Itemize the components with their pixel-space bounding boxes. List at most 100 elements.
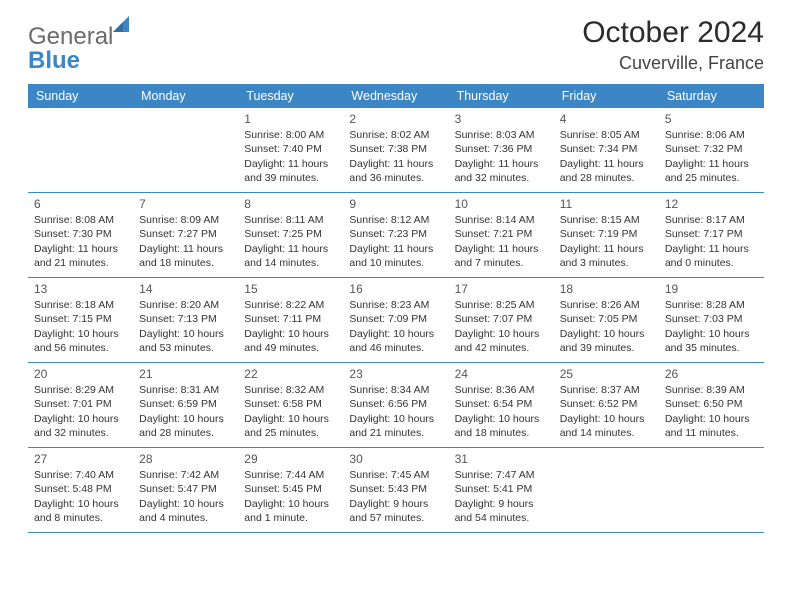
week-row: 1Sunrise: 8:00 AMSunset: 7:40 PMDaylight… [28,108,764,193]
day-number: 6 [34,196,127,212]
day-number: 7 [139,196,232,212]
daylight-line: Daylight: 10 hours and 35 minutes. [665,327,758,355]
sunset-line: Sunset: 6:56 PM [349,397,442,411]
day-number: 20 [34,366,127,382]
daylight-line: Daylight: 11 hours and 25 minutes. [665,157,758,185]
day-number: 26 [665,366,758,382]
week-row: 27Sunrise: 7:40 AMSunset: 5:48 PMDayligh… [28,448,764,533]
day-number: 19 [665,281,758,297]
sunset-line: Sunset: 5:43 PM [349,482,442,496]
empty-cell [133,108,238,192]
sunset-line: Sunset: 7:30 PM [34,227,127,241]
daylight-line: Daylight: 10 hours and 28 minutes. [139,412,232,440]
day-cell: 21Sunrise: 8:31 AMSunset: 6:59 PMDayligh… [133,363,238,447]
day-cell: 4Sunrise: 8:05 AMSunset: 7:34 PMDaylight… [554,108,659,192]
day-cell: 10Sunrise: 8:14 AMSunset: 7:21 PMDayligh… [449,193,554,277]
daylight-line: Daylight: 10 hours and 32 minutes. [34,412,127,440]
day-number: 13 [34,281,127,297]
month-title: October 2024 [582,16,764,49]
day-cell: 12Sunrise: 8:17 AMSunset: 7:17 PMDayligh… [659,193,764,277]
sunset-line: Sunset: 7:07 PM [455,312,548,326]
day-number: 18 [560,281,653,297]
empty-cell [28,108,133,192]
daylight-line: Daylight: 10 hours and 1 minute. [244,497,337,525]
sunset-line: Sunset: 7:09 PM [349,312,442,326]
sunrise-line: Sunrise: 8:18 AM [34,298,127,312]
daylight-line: Daylight: 10 hours and 56 minutes. [34,327,127,355]
day-number: 10 [455,196,548,212]
empty-cell [554,448,659,532]
day-number: 31 [455,451,548,467]
day-cell: 17Sunrise: 8:25 AMSunset: 7:07 PMDayligh… [449,278,554,362]
day-number: 14 [139,281,232,297]
day-cell: 13Sunrise: 8:18 AMSunset: 7:15 PMDayligh… [28,278,133,362]
day-number: 12 [665,196,758,212]
sunset-line: Sunset: 7:11 PM [244,312,337,326]
daylight-line: Daylight: 9 hours and 54 minutes. [455,497,548,525]
sunrise-line: Sunrise: 8:14 AM [455,213,548,227]
title-block: October 2024 Cuverville, France [582,16,764,74]
sunset-line: Sunset: 7:36 PM [455,142,548,156]
day-number: 27 [34,451,127,467]
day-cell: 9Sunrise: 8:12 AMSunset: 7:23 PMDaylight… [343,193,448,277]
day-number: 29 [244,451,337,467]
daylight-line: Daylight: 10 hours and 49 minutes. [244,327,337,355]
sunrise-line: Sunrise: 7:45 AM [349,468,442,482]
day-cell: 1Sunrise: 8:00 AMSunset: 7:40 PMDaylight… [238,108,343,192]
sunrise-line: Sunrise: 8:25 AM [455,298,548,312]
day-cell: 6Sunrise: 8:08 AMSunset: 7:30 PMDaylight… [28,193,133,277]
daylight-line: Daylight: 11 hours and 7 minutes. [455,242,548,270]
logo-sail-icon [111,14,133,36]
day-cell: 26Sunrise: 8:39 AMSunset: 6:50 PMDayligh… [659,363,764,447]
day-number: 30 [349,451,442,467]
day-number: 22 [244,366,337,382]
sunrise-line: Sunrise: 8:12 AM [349,213,442,227]
logo: General Blue [28,16,133,73]
weekday-sunday: Sunday [28,84,133,108]
sunset-line: Sunset: 7:17 PM [665,227,758,241]
sunrise-line: Sunrise: 8:37 AM [560,383,653,397]
day-number: 15 [244,281,337,297]
daylight-line: Daylight: 10 hours and 25 minutes. [244,412,337,440]
day-number: 3 [455,111,548,127]
sunset-line: Sunset: 7:03 PM [665,312,758,326]
week-row: 13Sunrise: 8:18 AMSunset: 7:15 PMDayligh… [28,278,764,363]
day-cell: 5Sunrise: 8:06 AMSunset: 7:32 PMDaylight… [659,108,764,192]
day-number: 1 [244,111,337,127]
day-cell: 31Sunrise: 7:47 AMSunset: 5:41 PMDayligh… [449,448,554,532]
daylight-line: Daylight: 10 hours and 39 minutes. [560,327,653,355]
day-cell: 16Sunrise: 8:23 AMSunset: 7:09 PMDayligh… [343,278,448,362]
weekday-tuesday: Tuesday [238,84,343,108]
sunrise-line: Sunrise: 8:17 AM [665,213,758,227]
sunset-line: Sunset: 5:45 PM [244,482,337,496]
sunrise-line: Sunrise: 8:11 AM [244,213,337,227]
day-number: 4 [560,111,653,127]
daylight-line: Daylight: 11 hours and 0 minutes. [665,242,758,270]
daylight-line: Daylight: 10 hours and 18 minutes. [455,412,548,440]
sunset-line: Sunset: 5:48 PM [34,482,127,496]
day-number: 25 [560,366,653,382]
day-cell: 2Sunrise: 8:02 AMSunset: 7:38 PMDaylight… [343,108,448,192]
daylight-line: Daylight: 11 hours and 18 minutes. [139,242,232,270]
daylight-line: Daylight: 10 hours and 21 minutes. [349,412,442,440]
sunset-line: Sunset: 7:27 PM [139,227,232,241]
sunset-line: Sunset: 7:38 PM [349,142,442,156]
daylight-line: Daylight: 10 hours and 53 minutes. [139,327,232,355]
daylight-line: Daylight: 10 hours and 42 minutes. [455,327,548,355]
sunset-line: Sunset: 7:40 PM [244,142,337,156]
logo-text-general: General [28,23,113,50]
day-number: 17 [455,281,548,297]
daylight-line: Daylight: 9 hours and 57 minutes. [349,497,442,525]
sunset-line: Sunset: 7:13 PM [139,312,232,326]
location: Cuverville, France [582,53,764,74]
day-cell: 30Sunrise: 7:45 AMSunset: 5:43 PMDayligh… [343,448,448,532]
sunset-line: Sunset: 6:52 PM [560,397,653,411]
day-number: 2 [349,111,442,127]
day-cell: 27Sunrise: 7:40 AMSunset: 5:48 PMDayligh… [28,448,133,532]
weekday-saturday: Saturday [659,84,764,108]
header-row: General Blue October 2024 Cuverville, Fr… [28,16,764,74]
day-cell: 29Sunrise: 7:44 AMSunset: 5:45 PMDayligh… [238,448,343,532]
sunrise-line: Sunrise: 7:47 AM [455,468,548,482]
day-cell: 15Sunrise: 8:22 AMSunset: 7:11 PMDayligh… [238,278,343,362]
sunset-line: Sunset: 7:21 PM [455,227,548,241]
